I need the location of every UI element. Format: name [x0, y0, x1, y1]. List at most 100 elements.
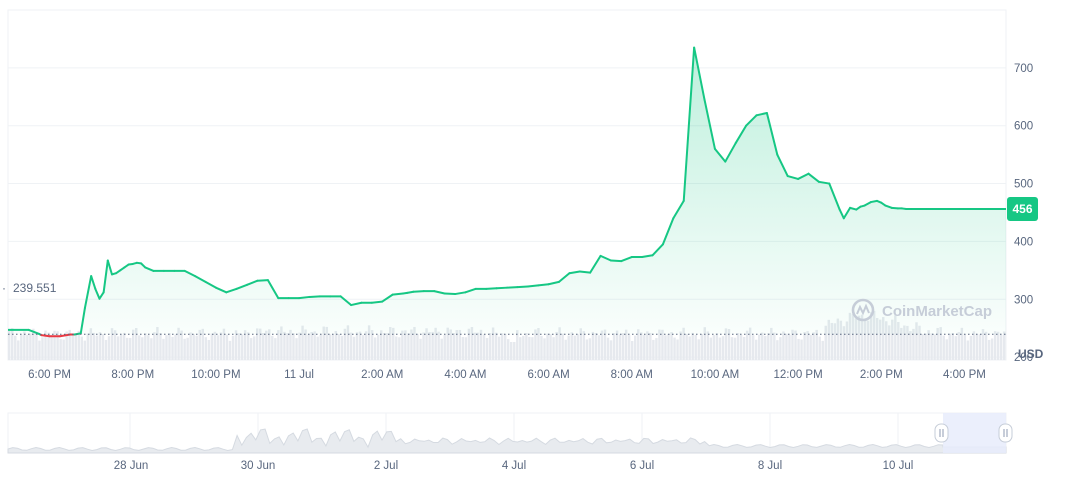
- volume-bar: [513, 342, 516, 360]
- volume-bar: [122, 332, 126, 360]
- volume-bar: [237, 333, 241, 360]
- volume-bar: [779, 337, 782, 360]
- volume-bar: [715, 333, 719, 360]
- volume-bar: [585, 339, 589, 360]
- volume-bar: [999, 335, 1003, 360]
- volume-bar: [664, 335, 667, 360]
- price-line-segment: [443, 292, 457, 296]
- price-line-segment: [797, 172, 810, 180]
- navigator-right-handle[interactable]: [998, 423, 1013, 443]
- volume-bar: [609, 340, 613, 360]
- volume-bar: [255, 328, 259, 360]
- volume-bar: [352, 336, 356, 360]
- price-line-segment: [776, 153, 789, 178]
- volume-bar: [700, 334, 703, 360]
- volume-bar: [767, 333, 770, 360]
- watermark-text: CoinMarketCap: [882, 303, 992, 320]
- volume-bar: [673, 337, 676, 360]
- volume-bar: [691, 332, 694, 360]
- price-line-segment: [58, 333, 72, 338]
- x-tick-label: 4:00 AM: [444, 369, 486, 381]
- volume-bar: [667, 333, 670, 360]
- volume-bar: [147, 335, 150, 360]
- volume-bar: [643, 335, 646, 360]
- price-line-segment: [370, 300, 384, 304]
- x-tick-label: 11 Jul: [284, 369, 314, 381]
- volume-bar: [313, 331, 316, 360]
- price-line-segment: [506, 286, 519, 289]
- navigator-tick-label: 8 Jul: [758, 460, 782, 472]
- volume-bar: [401, 330, 404, 360]
- x-tick-label: 2:00 AM: [361, 369, 403, 381]
- y-tick-label: 500: [1014, 179, 1033, 191]
- volume-bar: [966, 340, 970, 360]
- volume-bar: [180, 330, 183, 360]
- volume-bar: [987, 339, 991, 360]
- volume-bar: [576, 334, 579, 360]
- volume-bar: [286, 333, 289, 360]
- y-axis: 200 300 400 500 600 700: [1014, 63, 1033, 364]
- volume-bar: [558, 327, 561, 360]
- price-line-segment: [755, 111, 768, 117]
- volume-bar: [440, 338, 443, 360]
- volume-bar: [116, 336, 120, 360]
- volume-bar: [993, 331, 997, 360]
- volume-bar: [791, 329, 794, 360]
- price-line-segment: [204, 280, 217, 289]
- price-line-segment: [516, 285, 529, 289]
- price-line-segment: [256, 279, 269, 282]
- volume-bar: [201, 328, 204, 360]
- volume-bar: [809, 334, 812, 360]
- volume-bar: [358, 331, 362, 360]
- price-line-segment: [235, 283, 249, 290]
- volume-bar: [761, 332, 764, 360]
- volume-bar: [213, 331, 217, 360]
- y-tick-label: 700: [1014, 63, 1033, 75]
- volume-bar: [29, 333, 32, 360]
- volume-bar: [803, 332, 806, 360]
- y-tick-label: 400: [1014, 236, 1033, 248]
- navigator-selection[interactable]: [943, 413, 1006, 453]
- volume-bar: [624, 329, 628, 360]
- price-line-segment: [620, 256, 633, 263]
- price-line-segment: [828, 182, 841, 211]
- volume-bar: [452, 333, 455, 360]
- volume-bar: [688, 336, 691, 360]
- volume-bar: [331, 334, 335, 360]
- volume-bar: [292, 333, 295, 360]
- volume-bar: [525, 333, 528, 360]
- volume-bar: [712, 335, 716, 360]
- volume-bar: [316, 336, 319, 360]
- volume-bar: [939, 327, 942, 360]
- volume-bar: [274, 338, 277, 360]
- volume-bar: [110, 328, 114, 360]
- price-line-segment: [807, 172, 820, 183]
- price-line-segment: [589, 254, 602, 274]
- volume-bar: [259, 328, 262, 360]
- volume-bar: [95, 335, 99, 360]
- price-line-segment: [661, 217, 675, 246]
- volume-bar: [74, 333, 77, 360]
- volume-bar: [785, 333, 788, 360]
- volume-bar: [703, 327, 706, 360]
- volume-bar: [906, 325, 909, 360]
- volume-bar: [930, 333, 933, 360]
- volume-bar: [379, 330, 383, 360]
- price-line-segment: [79, 306, 86, 335]
- volume-bar: [812, 332, 815, 360]
- coinmarketcap-logo-icon: [851, 298, 875, 322]
- navigator-left-handle[interactable]: [934, 423, 949, 443]
- price-line-segment: [406, 290, 415, 294]
- price-line-segment: [27, 328, 41, 335]
- volume-bar: [419, 338, 422, 360]
- volume-bar: [446, 327, 449, 360]
- volume-bar: [630, 340, 634, 360]
- volume-bar: [225, 334, 229, 360]
- volume-bar: [470, 326, 474, 360]
- volume-bar: [20, 334, 23, 360]
- volume-bar: [821, 340, 824, 360]
- volume-bar: [543, 338, 546, 360]
- navigator[interactable]: 28 Jun 30 Jun 2 Jul 4 Jul 6 Jul 8 Jul 10 Jul: [7, 412, 1013, 472]
- volume-bar: [228, 340, 232, 360]
- volume-bar: [839, 320, 843, 360]
